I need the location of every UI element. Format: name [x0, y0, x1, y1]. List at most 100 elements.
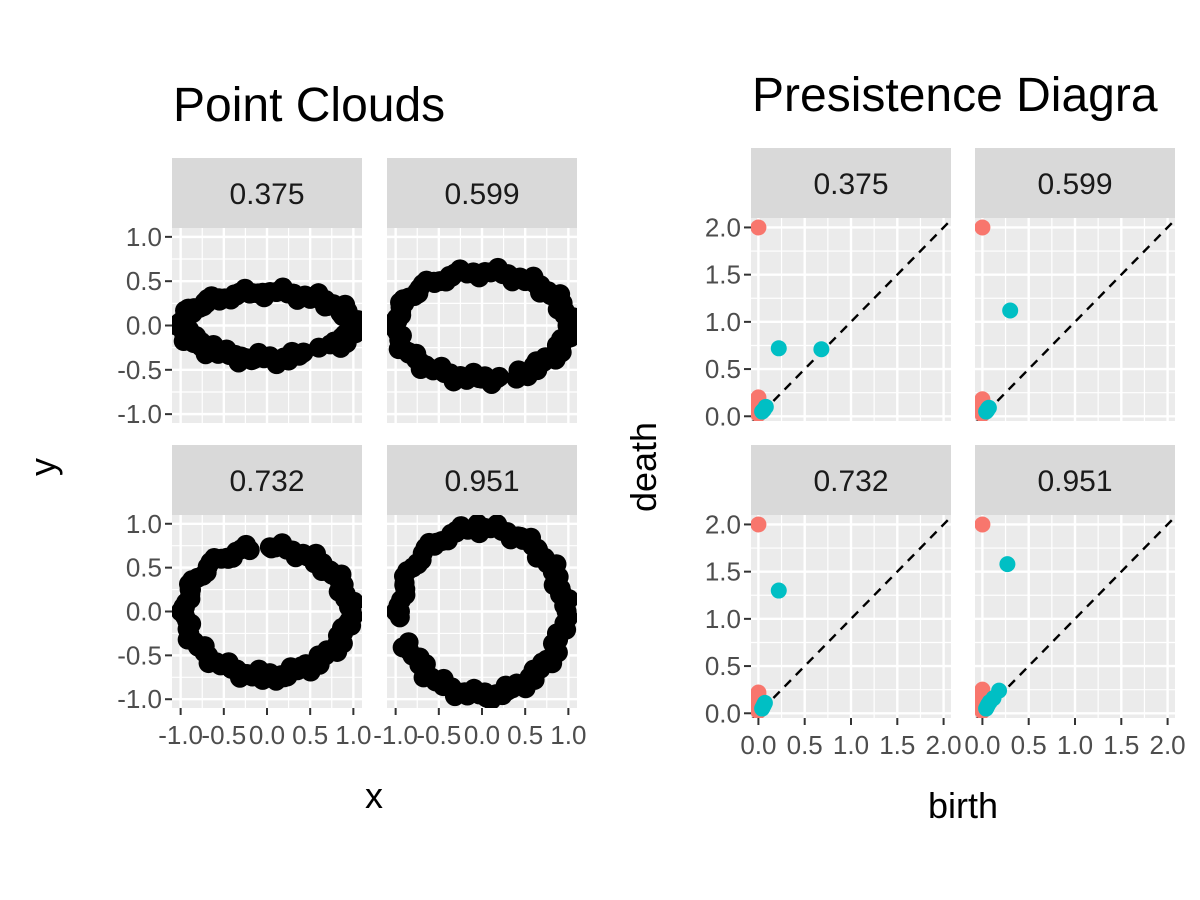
marks	[975, 219, 1175, 421]
x-tick-label: 1.0	[1057, 730, 1093, 760]
y-tick-label: -1.0	[117, 684, 162, 714]
facet-panel-0.375: 0.375 -1.0 -0.5 0.0 0.5 1.0	[117, 158, 362, 429]
left-chart-title: Point Clouds	[173, 79, 445, 132]
facet-strip-label: 0.599	[1037, 168, 1112, 201]
y-tick-label: 0.5	[705, 354, 741, 384]
point	[196, 562, 217, 583]
point	[186, 326, 207, 347]
dim0-point	[975, 219, 991, 236]
facet-strip	[387, 445, 577, 515]
facet-strip	[751, 148, 951, 218]
dim1-point	[1002, 302, 1019, 319]
facet-strip-label: 0.599	[444, 178, 519, 211]
facet-strip	[172, 158, 362, 228]
facet-strip-label: 0.951	[444, 465, 519, 498]
point	[506, 368, 527, 389]
dim1-point	[754, 403, 771, 420]
y-tick-label: 0.5	[126, 553, 162, 583]
x-tick-label: -1.0	[158, 720, 203, 750]
point	[274, 667, 295, 688]
point	[209, 654, 230, 675]
left-x-axis-title: x	[365, 775, 383, 816]
point	[394, 575, 415, 596]
right-y-axis-title: death	[623, 422, 664, 512]
grid-lines	[751, 515, 951, 718]
point	[282, 541, 303, 562]
point	[467, 515, 488, 534]
point	[548, 627, 568, 648]
point	[541, 346, 562, 367]
facet-strip	[172, 445, 362, 515]
x-tick-label: 1.0	[833, 730, 869, 760]
x-tick-label: 0.0	[740, 730, 776, 760]
x-tick-label: 2.0	[926, 730, 962, 760]
point	[174, 597, 195, 618]
y-tick-label: 0.5	[126, 266, 162, 296]
point	[433, 361, 454, 382]
y-tick-label: 2.0	[705, 509, 741, 539]
marks	[172, 533, 362, 691]
point	[218, 548, 239, 569]
point	[446, 522, 467, 543]
facet-strip-label: 0.732	[229, 465, 304, 498]
x-tick-label: 0.5	[507, 720, 543, 750]
point	[291, 343, 312, 364]
y-tick-label: 1.0	[705, 604, 741, 634]
right-x-axis-title: birth	[928, 785, 998, 826]
point	[472, 368, 492, 389]
grid-lines	[975, 515, 1175, 718]
point	[407, 281, 428, 302]
y-tick-label: 1.5	[705, 557, 741, 587]
point	[321, 562, 342, 583]
right-chart-title: Presistence Diagra	[752, 69, 1158, 122]
point	[300, 288, 321, 309]
grid-lines	[975, 218, 1175, 421]
dim1-point	[754, 700, 771, 717]
point	[177, 619, 198, 640]
dim1-point	[813, 341, 830, 358]
point	[476, 687, 497, 708]
point	[187, 636, 208, 657]
point	[282, 283, 303, 304]
point	[441, 266, 462, 287]
facet-strip-label: 0.732	[813, 465, 888, 498]
point	[327, 632, 348, 653]
x-tick-label: 1.0	[335, 720, 371, 750]
point	[261, 538, 282, 559]
point	[274, 347, 295, 368]
point	[415, 355, 436, 376]
point	[398, 632, 419, 653]
x-tick-label: -0.5	[201, 720, 246, 750]
point	[387, 311, 408, 332]
point	[424, 535, 445, 556]
dim0-point	[751, 516, 767, 533]
y-tick-label: 1.0	[705, 307, 741, 337]
x-tick-label: 1.5	[879, 730, 915, 760]
point	[536, 649, 557, 670]
dim1-point	[770, 340, 787, 357]
facet-panel-0.599: 0.599	[387, 158, 577, 423]
x-tick-label: 0.5	[787, 730, 823, 760]
point	[308, 337, 329, 358]
facet-strip-label: 0.375	[229, 178, 304, 211]
facet-strip	[387, 158, 577, 228]
marks	[751, 516, 951, 718]
x-tick-label: 1.5	[1103, 730, 1139, 760]
x-tick-label: -0.5	[416, 720, 461, 750]
point	[497, 680, 518, 701]
grid-lines	[751, 218, 951, 421]
point	[510, 526, 531, 547]
point	[528, 540, 549, 561]
x-tick-label: 0.0	[249, 720, 285, 750]
facets-layer: 0.375-1.0-0.50.00.51.00.5990.732-1.0-0.5…	[117, 148, 1186, 760]
marks	[172, 277, 362, 375]
x-tick-label: 0.0	[964, 730, 1000, 760]
facet-strip	[751, 445, 951, 515]
point	[532, 278, 553, 299]
point	[244, 349, 265, 370]
point	[463, 262, 484, 283]
point	[252, 282, 273, 303]
facet-panel-0.951: 0.951 -1.0-0.5 0.0 0.5 1.0	[373, 445, 586, 750]
facet-strip-label: 0.951	[1037, 465, 1112, 498]
